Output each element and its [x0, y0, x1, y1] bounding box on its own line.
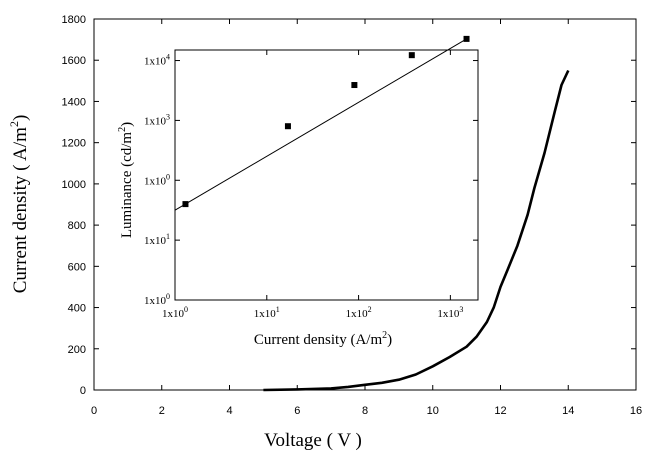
main-y-ticks: 0 200 400 600 800 1000 1200 1400 1600 1800	[62, 14, 636, 397]
main-y-label-sup: 2	[7, 121, 21, 127]
inset-points	[182, 35, 470, 208]
main-x-tick-label: 16	[630, 405, 642, 417]
inset-y-tick-label: 1x103	[144, 112, 170, 127]
main-y-tick-label: 1000	[62, 179, 86, 191]
main-y-tick-label: 1600	[62, 55, 86, 67]
main-x-tick-label: 6	[294, 405, 300, 417]
inset-background	[175, 50, 478, 300]
inset-x-tick-label: 1x100	[162, 305, 188, 320]
main-x-tick-label: 10	[427, 405, 439, 417]
main-y-tick-label: 600	[68, 261, 86, 273]
inset-y-label-sup: 2	[117, 127, 128, 132]
inset-y-label-tail: )	[119, 122, 135, 127]
main-chart: 0 200 400 600 800 1000 1200 1400 1600 1800 0 2 4 6 8 1…	[7, 14, 642, 451]
inset-fit-line	[174, 38, 467, 211]
main-y-tick-label: 200	[68, 344, 86, 356]
main-y-tick-label: 800	[68, 220, 86, 232]
main-series-line	[263, 69, 570, 392]
main-y-label-text: Current density ( A/m	[10, 127, 31, 293]
main-y-axis-label: Current density ( A/m2)	[7, 115, 31, 294]
main-x-axis-label: Voltage ( V )	[264, 430, 362, 451]
main-y-tick-label: 1400	[62, 96, 86, 108]
inset-y-ticks: 1x100 1x101 1x100 1x103 1x104	[144, 53, 478, 307]
inset-y-label-text: Luminance (cd/m	[119, 132, 135, 239]
inset-y-tick-label: 1x100	[144, 172, 170, 187]
inset-data-point	[463, 35, 470, 42]
inset-data-point	[182, 201, 189, 208]
inset-data-point	[351, 82, 358, 89]
inset-x-tick-label: 1x101	[254, 305, 280, 320]
inset-y-tick-label: 1x100	[144, 292, 170, 307]
main-y-tick-label: 400	[68, 303, 86, 315]
inset-y-tick-label: 1x104	[144, 53, 170, 68]
main-x-tick-label: 8	[362, 405, 368, 417]
inset-data-point	[284, 123, 291, 130]
inset-plot-frame	[174, 49, 479, 301]
main-y-tick-label: 1200	[62, 138, 86, 150]
inset-x-tick-label: 1x103	[437, 305, 463, 320]
inset-x-label-sup: 2	[382, 330, 387, 341]
main-y-label-tail: )	[10, 115, 31, 121]
main-x-tick-label: 12	[494, 405, 506, 417]
main-y-tick-label: 1800	[62, 14, 86, 26]
inset-x-axis-label: Current density (A/m2)	[254, 330, 392, 348]
inset-x-label-text: Current density (A/m	[254, 332, 383, 348]
inset-x-ticks: 1x100 1x101 1x102 1x103	[162, 50, 463, 320]
main-x-tick-label: 14	[562, 405, 574, 417]
inset-x-label-tail: )	[387, 332, 392, 348]
main-x-tick-label: 2	[159, 405, 165, 417]
inset-y-axis-label: Luminance (cd/m2)	[117, 122, 135, 238]
main-x-tick-label: 4	[226, 405, 232, 417]
inset-data-point	[408, 52, 415, 59]
inset-x-tick-label: 1x102	[346, 305, 372, 320]
main-x-ticks: 0 2 4 6 8 10 12 14 16	[91, 19, 642, 417]
main-x-tick-label: 0	[91, 405, 97, 417]
main-y-tick-label: 0	[80, 385, 86, 397]
inset-y-tick-label: 1x101	[144, 232, 170, 247]
